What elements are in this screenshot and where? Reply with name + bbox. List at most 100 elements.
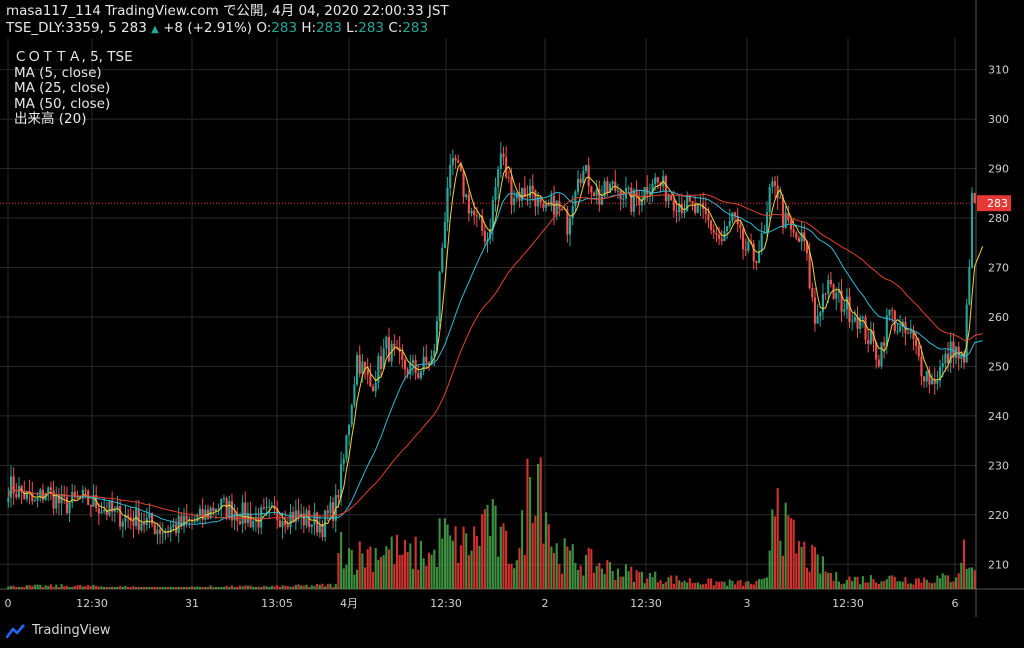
candle-body [148, 512, 151, 519]
volume-bar [153, 587, 156, 589]
candle-body [763, 232, 766, 234]
volume-bar [954, 577, 958, 589]
candle-body [816, 315, 819, 324]
volume-bar [560, 573, 564, 589]
volume-bar [970, 567, 974, 589]
volume-bar [446, 524, 449, 589]
volume-bar [624, 564, 628, 589]
volume-bar [582, 575, 585, 589]
candle-body [521, 187, 524, 201]
candle-body [584, 164, 588, 171]
candle-body [289, 511, 292, 528]
candle-body [928, 371, 931, 385]
candle-body [310, 524, 313, 528]
volume-bar [760, 579, 763, 589]
volume-bar [390, 536, 393, 589]
volume-bar [321, 583, 324, 589]
tradingview-watermark[interactable]: TradingView [6, 623, 111, 638]
volume-bar [821, 556, 824, 589]
volume-bar [119, 585, 122, 589]
volume-bar [720, 581, 723, 589]
volume-bar [904, 577, 907, 589]
candle-body [931, 379, 934, 385]
legend-ma50[interactable]: MA (50, close) [14, 95, 111, 112]
candle-body [419, 371, 423, 378]
candle-body [776, 185, 779, 199]
candle-body [797, 238, 801, 242]
candle-body [587, 164, 590, 187]
candle-body [859, 317, 862, 329]
candle-body [393, 343, 396, 348]
last-price: 283 [121, 20, 147, 36]
candlesticks [7, 142, 976, 545]
volume-bar [555, 543, 558, 589]
candle-body [286, 525, 289, 528]
volume-bar [116, 586, 119, 589]
volume-bar [726, 585, 729, 589]
volume-bar [478, 545, 481, 589]
candle-body [891, 309, 894, 311]
legend-volume[interactable]: 出来高 (20) [14, 111, 87, 127]
legend-series-title[interactable]: ＣＯＴＴＡ, 5, TSE [14, 49, 133, 65]
legend-ma5[interactable]: MA (5, close) [14, 64, 102, 81]
chart-grid [0, 0, 1024, 617]
volume-bar [651, 577, 654, 589]
legend-ma25[interactable]: MA (25, close) [14, 80, 111, 96]
volume-bar [89, 586, 92, 589]
candle-body [127, 515, 130, 518]
candle-body [236, 513, 239, 521]
price-axis[interactable]: 210 220 230 240 250 260 270 280 290 300 310 283 [977, 64, 1011, 572]
volume-bar [196, 586, 199, 589]
candle-body [438, 271, 441, 322]
candle-body [41, 489, 45, 501]
candle-body [238, 520, 241, 525]
volume-bar [630, 566, 633, 589]
volume-bar [76, 585, 79, 589]
candle-body [332, 502, 335, 521]
volume-bar [310, 585, 313, 589]
volume-bar [358, 541, 361, 589]
volume-bar [374, 548, 377, 589]
time-axis[interactable]: 0 12:30 31 13:05 4月 12:30 2 12:30 3 12:30 6 [5, 597, 959, 610]
volume-bar [765, 577, 769, 589]
volume-bar [606, 560, 609, 589]
candle-body [699, 203, 702, 205]
price-tick-label: 230 [988, 459, 1009, 472]
volume-bar [214, 586, 218, 589]
volume-bar [483, 509, 486, 589]
indicator-legend: ＣＯＴＴＡ, 5, TSE MA (5, close) MA (25, clos… [14, 49, 133, 128]
volume-bar [292, 586, 295, 589]
candle-body [262, 507, 265, 509]
candle-body [172, 524, 175, 528]
candle-body [720, 238, 723, 242]
volume-bar [832, 580, 835, 589]
volume-bar [395, 534, 399, 589]
current-price-label: 283 [987, 197, 1008, 210]
candle-body [574, 191, 577, 207]
candle-body [100, 511, 103, 514]
symbol-text: TSE_DLY:3359, 5 [6, 20, 117, 36]
volume-bar [523, 555, 526, 589]
candle-body [795, 232, 798, 239]
volume-bar [342, 568, 345, 589]
candle-body [651, 184, 654, 193]
volume-bar [731, 580, 734, 589]
candle-body [545, 204, 548, 208]
candle-body [973, 192, 976, 204]
volume-bar [813, 547, 817, 589]
candle-body [686, 196, 689, 212]
volume-bar [515, 560, 518, 589]
candle-body [244, 502, 247, 523]
candle-body [670, 195, 673, 201]
candle-body [491, 200, 494, 230]
candle-body [827, 279, 830, 294]
candle-body [819, 312, 822, 316]
volume-bar [803, 541, 806, 589]
candle-body [728, 220, 731, 227]
volume-bar [113, 586, 116, 589]
volume-bar [377, 560, 380, 589]
volume-bar [960, 562, 963, 589]
candle-body [340, 463, 343, 498]
volume-bar [579, 565, 582, 589]
